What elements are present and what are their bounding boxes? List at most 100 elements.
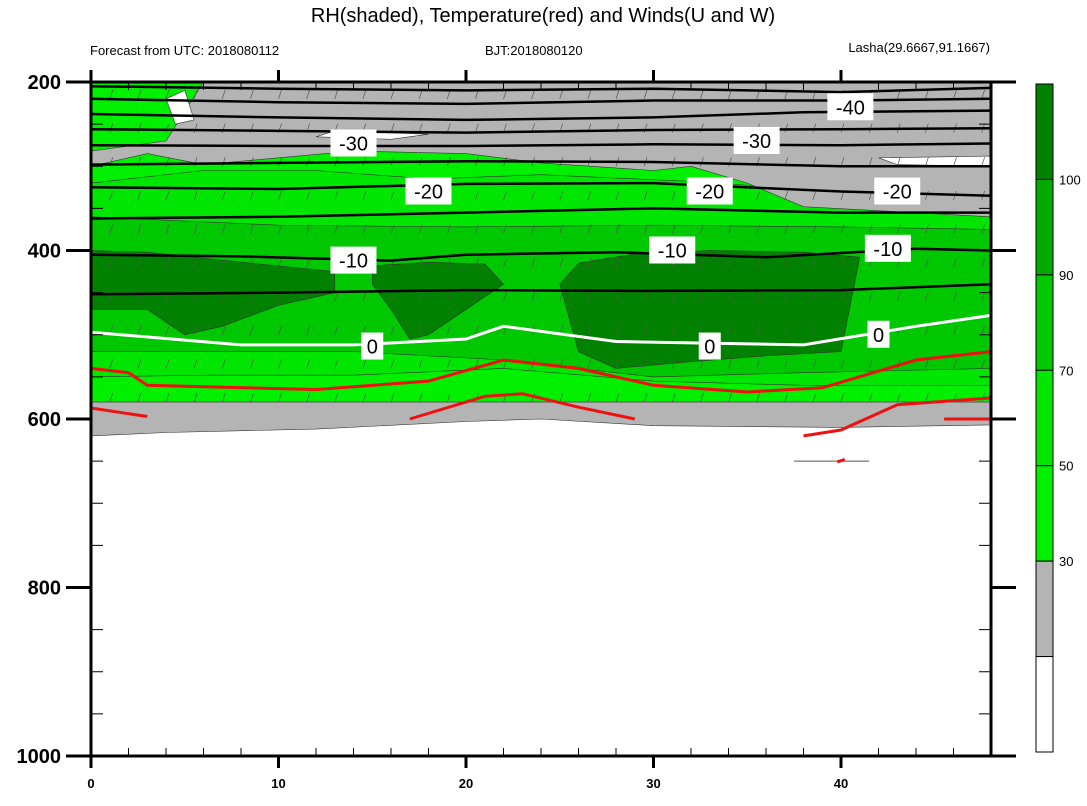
wind-barb xyxy=(925,89,929,99)
wind-barb xyxy=(643,393,648,403)
wind-barb xyxy=(334,325,339,335)
wind-barb xyxy=(643,325,648,335)
wind-barb xyxy=(728,258,732,268)
isotherm-label-box xyxy=(330,246,377,274)
colorbar-box xyxy=(1035,274,1054,371)
wind-barb xyxy=(784,258,789,268)
wind-barb xyxy=(953,359,957,369)
isotherm-label: 0 xyxy=(704,337,715,359)
wind-barb xyxy=(446,359,451,369)
wind-barb xyxy=(109,359,114,369)
wind-barb xyxy=(671,393,676,403)
wind-barb xyxy=(250,258,254,268)
chart-title: RH(shaded), Temperature(red) and Winds(U… xyxy=(311,5,775,27)
x-tick-label: 40 xyxy=(834,776,848,791)
wind-barb xyxy=(700,224,704,234)
wind-barb xyxy=(728,325,732,335)
wind-barb xyxy=(334,393,339,403)
wind-barb xyxy=(840,393,845,403)
isotherm-label: -10 xyxy=(873,239,902,261)
y-tick-label: 600 xyxy=(28,409,61,431)
wind-barb xyxy=(756,393,760,403)
wind-barb xyxy=(109,224,114,234)
wind-barb xyxy=(784,393,789,403)
wind-barb xyxy=(643,89,648,99)
wind-barb xyxy=(868,393,873,403)
wind-barb xyxy=(531,190,535,201)
colorbar-box xyxy=(1035,656,1054,753)
wind-barb xyxy=(671,291,676,302)
wind-barb xyxy=(896,393,901,403)
wind-barb xyxy=(531,291,535,302)
wind-barb xyxy=(812,258,817,268)
wind-barb xyxy=(109,393,114,403)
wind-barb xyxy=(559,291,564,302)
wind-barb xyxy=(418,258,423,268)
wind-barb xyxy=(812,393,817,403)
isotherm--25 xyxy=(90,159,991,168)
wind-barb xyxy=(615,359,620,369)
bjt-label: BJT:2018080120 xyxy=(485,43,583,58)
wind-barb xyxy=(446,224,451,234)
wind-barb xyxy=(671,325,676,335)
wind-barb xyxy=(643,359,648,369)
wind-barb xyxy=(671,89,676,99)
wind-barb xyxy=(953,291,957,302)
wind-barb xyxy=(671,359,676,369)
forecast-label: Forecast from UTC: 2018080112 xyxy=(90,43,279,58)
wind-barb xyxy=(700,359,704,369)
isotherm-label-box xyxy=(733,126,780,154)
wind-barb xyxy=(587,89,592,99)
isotherm--20 xyxy=(90,181,992,197)
wind-barb xyxy=(559,258,564,268)
wind-barb xyxy=(475,258,479,268)
wind-barb xyxy=(278,224,282,234)
wind-barb xyxy=(334,291,339,302)
wind-barb xyxy=(700,393,704,403)
wind-barb xyxy=(362,89,367,99)
isotherm-label: -20 xyxy=(695,182,724,204)
wind-barb xyxy=(868,359,873,369)
wind-barb xyxy=(587,224,592,234)
wind-barb xyxy=(193,224,198,234)
wind-barb xyxy=(362,393,367,403)
isotherm-label: -10 xyxy=(339,251,368,273)
wind-barb xyxy=(137,258,142,268)
colorbar-tick-label: 100 xyxy=(1059,172,1081,187)
isotherm--50 xyxy=(90,84,992,94)
wind-barb xyxy=(925,291,929,302)
wind-barb xyxy=(334,359,339,369)
wind-barb xyxy=(221,258,226,268)
wind-barb xyxy=(193,359,198,369)
colorbar: 30 50 70 90 100 xyxy=(1035,83,1081,753)
wind-barb xyxy=(953,258,957,268)
isotherm-label: -10 xyxy=(658,241,687,263)
surface-temp-marker xyxy=(836,458,846,464)
wind-barb xyxy=(221,393,226,403)
wind-barb xyxy=(531,258,535,268)
isotherm-label-box xyxy=(330,129,377,157)
wind-barb xyxy=(643,224,648,234)
wind-barb xyxy=(137,190,142,201)
wind-barb xyxy=(418,359,423,369)
wind-barb xyxy=(615,393,620,403)
colorbar-box xyxy=(1035,83,1054,180)
wind-barb xyxy=(981,89,985,99)
isotherm-label-box xyxy=(864,234,911,262)
wind-barb xyxy=(756,325,760,335)
wind-barb xyxy=(278,89,282,99)
y-tick-label: 400 xyxy=(28,241,61,263)
wind-barb xyxy=(868,224,873,234)
wind-barb xyxy=(840,157,845,167)
wind-barb xyxy=(925,224,929,234)
wind-barb xyxy=(981,291,985,302)
wind-barb xyxy=(840,359,845,369)
wind-barb xyxy=(446,123,451,133)
wind-barb xyxy=(221,89,226,99)
colorbar-tick-label: 50 xyxy=(1059,459,1073,474)
wind-barb xyxy=(446,325,451,335)
wind-barb xyxy=(840,224,845,234)
wind-barb xyxy=(756,258,760,268)
wind-barb xyxy=(193,89,198,99)
